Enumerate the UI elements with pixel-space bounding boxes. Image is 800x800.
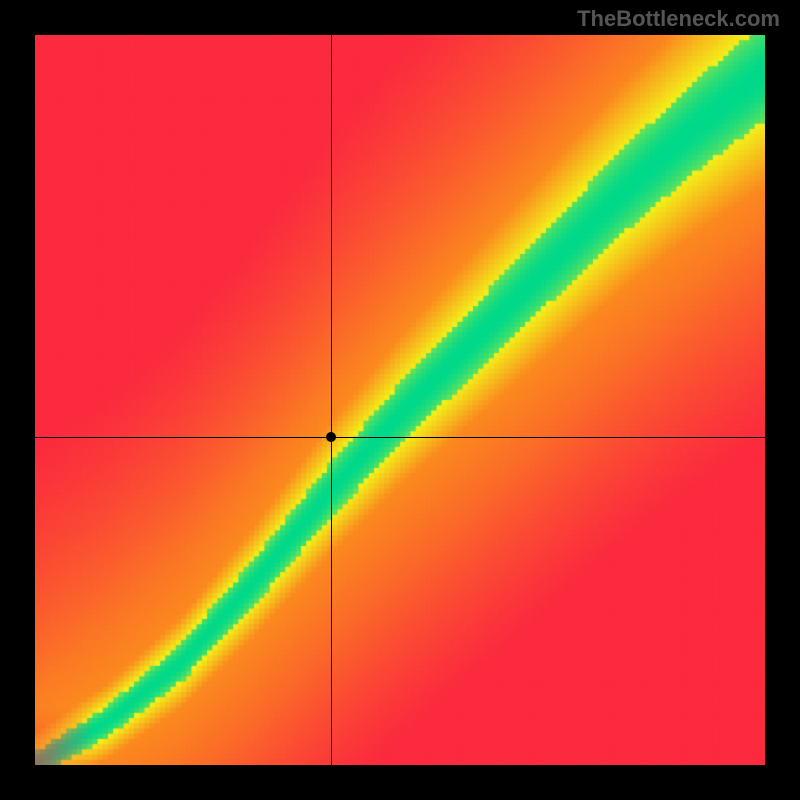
- watermark: TheBottleneck.com: [577, 6, 780, 32]
- heatmap-canvas: [35, 35, 765, 765]
- crosshair-horizontal: [35, 437, 765, 438]
- crosshair-marker: [326, 432, 336, 442]
- heatmap-plot: [35, 35, 765, 765]
- crosshair-vertical: [331, 35, 332, 765]
